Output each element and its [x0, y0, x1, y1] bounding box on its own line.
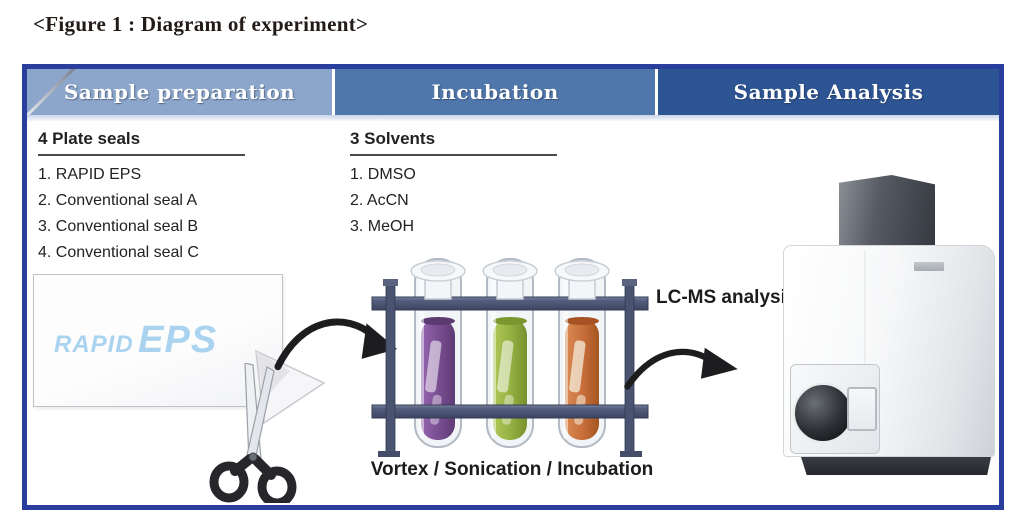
ion-source-sphere — [793, 383, 853, 443]
list-item: 2. AcCN — [350, 192, 409, 209]
list-item: 3. Conventional seal B — [38, 218, 199, 235]
ion-source-module — [790, 364, 880, 454]
stage-sample-preparation: Sample preparation — [27, 69, 333, 115]
list-item: 1. DMSO — [350, 166, 416, 183]
instrument-base — [801, 457, 991, 475]
lcms-instrument-graphic — [783, 175, 995, 475]
list-item: 4. Conventional seal C — [38, 244, 199, 261]
instrument-body — [783, 245, 995, 457]
stage-label-sample-preparation: Sample preparation — [63, 80, 296, 104]
list-item: 3. MeOH — [350, 218, 415, 235]
stage-sample-analysis: Sample Analysis — [657, 69, 999, 115]
instrument-body-edge — [863, 250, 867, 452]
stage-incubation: Incubation — [335, 69, 655, 115]
plate-seals-heading: 4 Plate seals — [38, 129, 245, 156]
solvents-list: 3 Solvents 1. DMSO 2. AcCN 3. MeOH — [350, 129, 557, 240]
plate-seal-graphic: RAPID EPS — [33, 274, 283, 407]
plate-seals-list: 4 Plate seals 1. RAPID EPS 2. Convention… — [38, 129, 245, 266]
lcms-analysis-label: LC-MS analysis — [656, 287, 797, 308]
ion-source-panel — [847, 387, 877, 431]
list-item: 1. RAPID EPS — [38, 166, 142, 183]
stage-label-incubation: Incubation — [431, 80, 559, 104]
incubation-caption: Vortex / Sonication / Incubation — [370, 459, 654, 480]
workflow-stage-bar: Sample preparation Incubation Sample Ana… — [27, 69, 999, 115]
scissors-icon — [209, 363, 297, 503]
rack-frame — [371, 279, 649, 457]
arrow-to-analysis-icon — [624, 347, 738, 390]
instrument-top-unit — [839, 175, 935, 253]
solvents-items: 1. DMSO 2. AcCN 3. MeOH — [350, 162, 557, 240]
seal-brand-text: RAPID EPS — [34, 319, 217, 362]
experiment-diagram-panel: Sample preparation Incubation Sample Ana… — [22, 64, 1004, 510]
figure-title: <Figure 1 : Diagram of experiment> — [33, 12, 369, 36]
list-item: 2. Conventional seal A — [38, 192, 198, 209]
seal-brand-eps: EPS — [138, 319, 218, 361]
test-tube-rack-graphic — [371, 258, 649, 457]
solvents-heading: 3 Solvents — [350, 129, 557, 156]
instrument-logo-mark — [914, 262, 945, 271]
tube-caps — [410, 260, 610, 300]
plate-seals-items: 1. RAPID EPS 2. Conventional seal A 3. C… — [38, 162, 245, 266]
stage-bar-shadow — [27, 115, 999, 121]
seal-brand-rapid: RAPID — [54, 331, 134, 358]
diagram-content: 4 Plate seals 1. RAPID EPS 2. Convention… — [27, 121, 999, 505]
stage-label-sample-analysis: Sample Analysis — [733, 80, 924, 104]
